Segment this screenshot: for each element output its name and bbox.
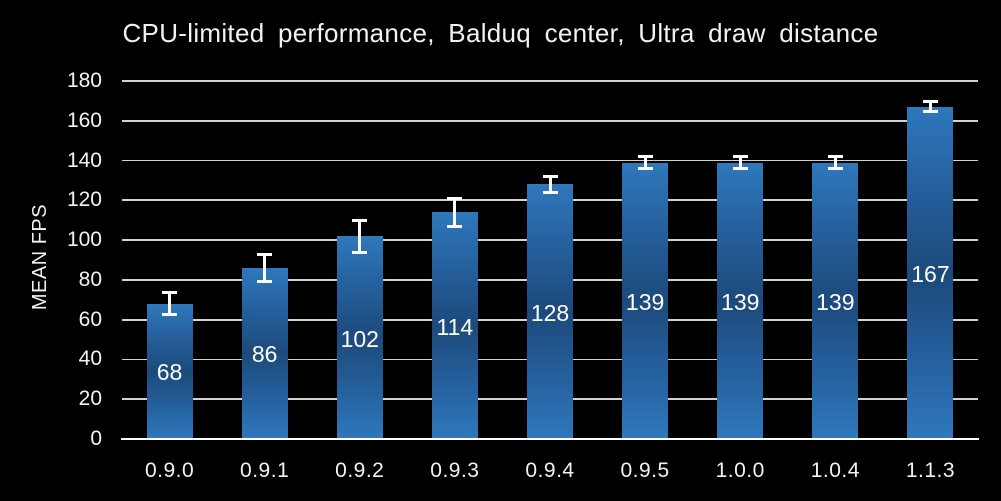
x-tick-label: 0.9.2 <box>335 459 385 482</box>
y-tick-label: 40 <box>78 347 102 371</box>
x-axis-line <box>121 437 979 441</box>
error-bar-bottom-cap <box>352 250 368 254</box>
y-tick-label: 80 <box>78 267 102 291</box>
x-tick-label: 0.9.1 <box>240 459 290 482</box>
bar-value-label: 139 <box>625 288 665 315</box>
error-bar-line <box>548 176 552 193</box>
x-tick-label: 1.1.3 <box>905 459 956 482</box>
error-bar-top-cap <box>352 218 368 222</box>
error-bar-line <box>928 101 932 112</box>
error-bar-top-cap <box>257 252 273 256</box>
bar-value-label: 114 <box>436 313 474 340</box>
error-bar-bottom-cap <box>922 110 938 114</box>
y-tick-label: 180 <box>66 69 102 92</box>
bar-value-label: 139 <box>721 288 760 315</box>
bar-value-label: 102 <box>340 325 379 352</box>
error-bar-top-cap <box>162 291 178 295</box>
error-bar-top-cap <box>542 174 558 178</box>
bar-value-label: 128 <box>530 299 570 326</box>
error-bar-bottom-cap <box>732 167 748 170</box>
error-bar-bottom-cap <box>542 190 558 194</box>
y-tick-label: 120 <box>66 188 102 212</box>
error-bar-top-cap <box>732 155 748 159</box>
gridline <box>122 159 978 162</box>
error-bar-bottom-cap <box>162 313 178 317</box>
gridline <box>122 119 978 122</box>
bar-value-label: 68 <box>156 359 183 386</box>
error-bar-bottom-cap <box>827 167 843 170</box>
error-bar-line <box>358 220 362 253</box>
error-bar-top-cap <box>827 155 843 159</box>
bar <box>336 236 383 439</box>
error-bar-bottom-cap <box>637 167 653 170</box>
y-tick-label: 60 <box>78 307 102 331</box>
bar-value-label: 139 <box>816 288 855 315</box>
error-bar-line <box>833 156 837 169</box>
x-tick-label: 1.0.4 <box>810 459 860 482</box>
y-tick-label: 0 <box>90 427 102 450</box>
bar <box>717 162 764 439</box>
error-bar-top-cap <box>922 100 938 104</box>
y-tick-label: 160 <box>66 108 102 132</box>
error-bar-line <box>168 292 172 315</box>
bar <box>146 303 193 439</box>
error-bar-line <box>453 198 457 227</box>
x-tick-label: 0.9.5 <box>620 459 670 482</box>
x-tick-label: 0.9.3 <box>430 459 480 482</box>
error-bar-line <box>263 254 267 282</box>
error-bar-line <box>738 156 742 169</box>
bar <box>241 267 288 439</box>
error-bar-line <box>643 156 647 169</box>
error-bar-bottom-cap <box>257 280 273 284</box>
error-bar-bottom-cap <box>447 224 463 228</box>
x-tick-label: 0.9.4 <box>525 459 575 482</box>
error-bar-top-cap <box>637 155 653 159</box>
x-tick-label: 1.0.0 <box>715 459 765 482</box>
y-tick-label: 100 <box>66 228 102 252</box>
bar <box>812 162 859 439</box>
y-tick-label: 20 <box>78 387 102 411</box>
chart-title: CPU-limited performance, Balduq center, … <box>122 18 879 48</box>
error-bar-top-cap <box>447 196 463 200</box>
y-tick-label: 140 <box>66 148 102 172</box>
bar <box>527 184 573 439</box>
x-tick-label: 0.9.0 <box>144 459 195 482</box>
bar <box>907 106 954 439</box>
bar-value-label: 86 <box>251 341 278 368</box>
gridline <box>122 80 978 82</box>
bar <box>431 212 478 439</box>
bar-value-label: 167 <box>911 260 950 287</box>
bar <box>622 162 669 439</box>
